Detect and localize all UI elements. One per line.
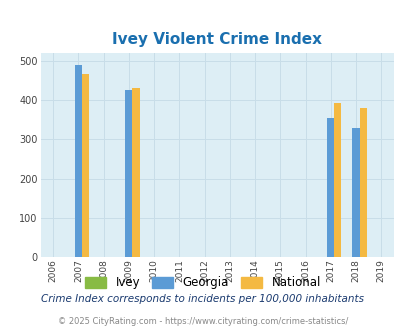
Text: © 2025 CityRating.com - https://www.cityrating.com/crime-statistics/: © 2025 CityRating.com - https://www.city… bbox=[58, 317, 347, 326]
Bar bbox=[82, 75, 89, 257]
Bar bbox=[125, 90, 132, 257]
Title: Ivey Violent Crime Index: Ivey Violent Crime Index bbox=[112, 32, 322, 48]
Bar bbox=[75, 65, 82, 257]
Bar bbox=[326, 118, 333, 257]
Bar bbox=[333, 103, 341, 257]
Bar bbox=[132, 88, 139, 257]
Bar bbox=[352, 128, 358, 257]
Text: Crime Index corresponds to incidents per 100,000 inhabitants: Crime Index corresponds to incidents per… bbox=[41, 294, 364, 304]
Bar bbox=[358, 108, 366, 257]
Legend: Ivey, Georgia, National: Ivey, Georgia, National bbox=[80, 272, 325, 294]
